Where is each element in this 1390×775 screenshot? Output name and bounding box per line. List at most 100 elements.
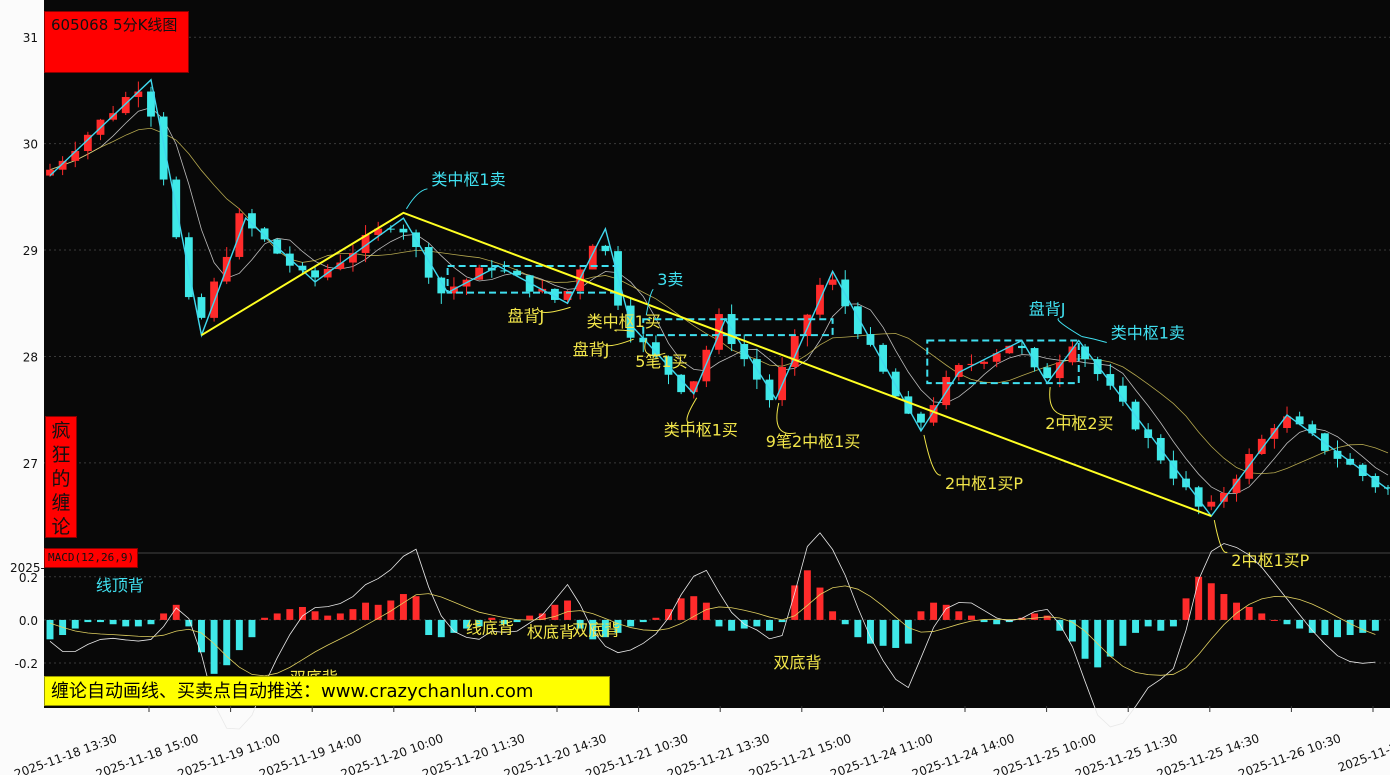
price-annotation: 9笔2中枢1买 — [766, 432, 861, 451]
annotation-arrow — [1057, 318, 1083, 337]
candle-body — [639, 337, 648, 343]
candle-body — [576, 269, 585, 291]
candle-body — [184, 237, 193, 298]
macd-bar — [879, 619, 887, 646]
macd-bar — [147, 619, 155, 625]
macd-bar — [500, 619, 508, 625]
macd-bar — [1245, 606, 1253, 620]
x-tick-label: 2025-11-26 — [1336, 738, 1390, 775]
macd-bar — [1258, 613, 1266, 620]
dea-line — [49, 585, 1376, 677]
annotation-arrow — [406, 188, 428, 210]
macd-bar — [437, 619, 445, 638]
macd-bar — [1182, 598, 1190, 620]
macd-bar — [1270, 619, 1278, 621]
candle-body — [210, 281, 219, 318]
candle-body — [1081, 346, 1089, 360]
macd-annotation: 线底背 — [466, 618, 514, 637]
price-annotation: 2中枢1买P — [1231, 551, 1309, 570]
macd-bar — [1068, 619, 1076, 642]
macd-bar — [374, 604, 382, 620]
macd-bar — [1056, 619, 1064, 631]
macd-y-tick-label: 0.2 — [19, 571, 38, 585]
annotation-arrow — [537, 306, 571, 313]
candle-body — [513, 270, 521, 276]
macd-bar — [690, 596, 698, 620]
candle-body — [121, 96, 130, 114]
price-annotation: 类中枢1买 — [664, 421, 738, 440]
price-annotation: 类中枢1买 — [587, 312, 661, 331]
macd-bar — [1233, 602, 1240, 620]
macd-annotation: 权底背 — [527, 622, 575, 641]
candle-body — [336, 262, 345, 269]
candle-body — [260, 228, 269, 240]
candle-body — [828, 279, 837, 285]
candle-body — [904, 396, 913, 414]
candle-body — [197, 297, 206, 318]
candle-body — [1030, 348, 1039, 368]
candle-body — [475, 267, 484, 280]
candle-body — [980, 361, 988, 364]
macd-bar — [311, 611, 319, 620]
macd-bar — [576, 619, 584, 629]
candle-body — [1169, 460, 1178, 479]
price-annotation: 3卖 — [657, 270, 683, 289]
candle-body — [1283, 416, 1291, 428]
candle-body — [740, 344, 749, 360]
candle-body — [1207, 501, 1216, 507]
macd-bar — [1296, 619, 1304, 629]
macd-bar — [1106, 619, 1114, 657]
candle-body — [879, 344, 888, 372]
macd-bar — [261, 617, 269, 620]
candle-body — [929, 405, 938, 423]
candle-body — [399, 228, 408, 233]
annotation-arrow — [1081, 336, 1107, 343]
macd-bar — [1283, 619, 1291, 625]
macd-bar — [955, 611, 963, 620]
candle-body — [601, 245, 610, 252]
macd-bar — [791, 585, 799, 620]
macd-bar — [248, 619, 256, 638]
annotation-arrow — [644, 339, 666, 356]
macd-bar — [917, 611, 925, 620]
candle-body — [992, 353, 1001, 362]
candle-body — [1257, 438, 1266, 455]
macd-bar — [97, 619, 104, 623]
candle-body — [424, 247, 433, 278]
macd-bar — [324, 615, 332, 620]
macd-bar — [1195, 576, 1203, 620]
macd-bar — [210, 619, 218, 674]
macd-bar — [980, 619, 988, 623]
candle-body — [790, 336, 799, 367]
macd-bar — [803, 570, 811, 620]
macd-bar — [412, 596, 420, 620]
candle-body — [1055, 362, 1064, 379]
candle-body — [1371, 475, 1380, 488]
candle-body — [588, 245, 597, 270]
price-annotation: 盘背J — [508, 306, 545, 325]
zhongshu-box — [642, 318, 834, 337]
macd-label: MACD(12,26,9) — [44, 548, 139, 568]
macd-bar — [475, 619, 483, 627]
candle-body — [1119, 385, 1127, 402]
macd-bar — [665, 609, 672, 620]
candle-body — [298, 265, 307, 271]
macd-bar — [298, 606, 306, 620]
macd-bar — [349, 609, 357, 620]
annotation-arrow — [1213, 519, 1228, 553]
annotation-arrow — [686, 397, 698, 424]
macd-bar — [930, 602, 938, 620]
macd-bar — [867, 619, 874, 644]
macd-bar — [816, 587, 824, 620]
macd-bar — [1207, 583, 1215, 620]
macd-bar — [463, 619, 471, 629]
macd-bar — [336, 613, 344, 620]
candle-body — [71, 151, 80, 161]
y-tick-label: 27 — [23, 457, 38, 471]
macd-bar — [450, 619, 458, 633]
candle-body — [1270, 427, 1279, 439]
macd-bar — [942, 604, 950, 620]
macd-bar — [639, 619, 647, 623]
promo-banner[interactable]: 缠论自动画线、买卖点自动推送：www.crazychanlun.com — [44, 676, 610, 706]
